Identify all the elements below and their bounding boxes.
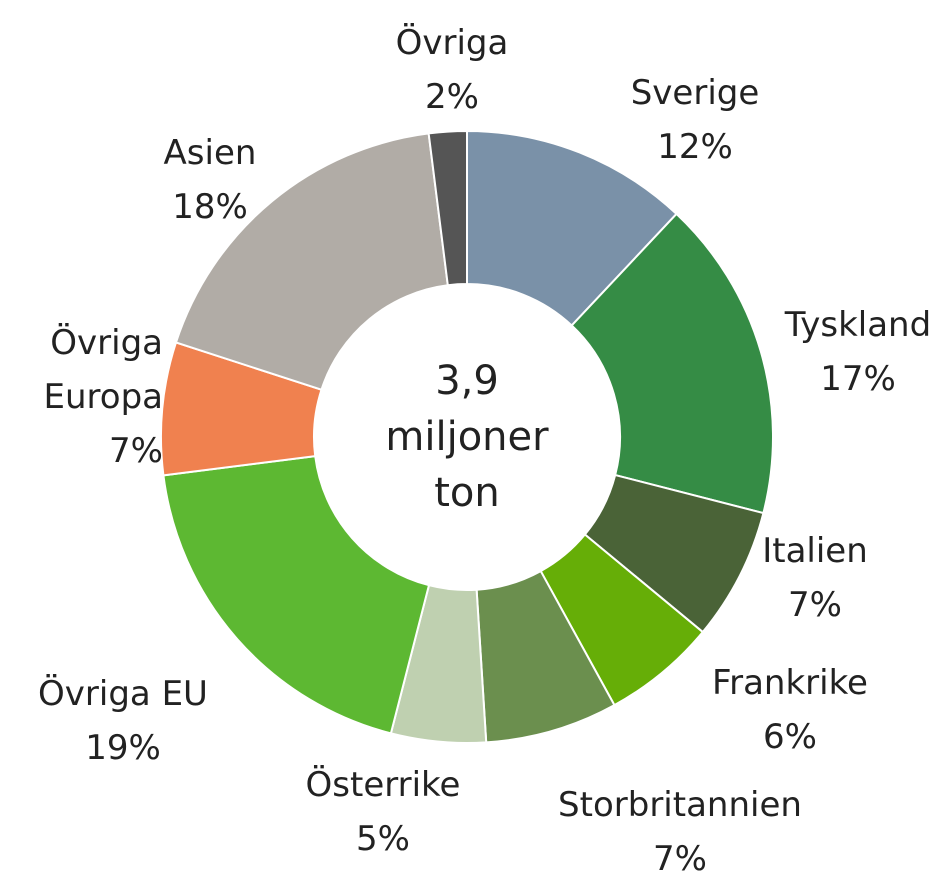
center-line: ton	[434, 470, 500, 516]
slice-label: Asien 18%	[60, 126, 360, 234]
center-line: 3,9	[435, 358, 499, 404]
slice-label: Tyskland 17%	[708, 298, 949, 406]
slice-label: Övriga EU 19%	[0, 667, 273, 775]
value-label: 12%	[657, 127, 733, 167]
value-label: 7%	[788, 585, 842, 625]
slice-label: Sverige 12%	[545, 66, 845, 174]
value-label: 19%	[85, 728, 161, 768]
category-label: Övriga EU	[38, 674, 208, 714]
category-label: Storbritannien	[558, 785, 802, 825]
value-label: 5%	[356, 819, 410, 859]
value-label: 6%	[763, 717, 817, 757]
category-label: Tyskland	[784, 305, 932, 345]
category-label: Övriga	[395, 23, 509, 63]
slice-label: Övriga Europa 7%	[13, 316, 163, 478]
category-label: Österrike	[305, 765, 461, 805]
category-label: Frankrike	[712, 663, 868, 703]
value-label: 2%	[425, 77, 479, 117]
value-label: 7%	[109, 431, 163, 471]
category-label: Asien	[163, 133, 257, 173]
slice-label: Italien 7%	[665, 524, 949, 632]
slice-label: Österrike 5%	[233, 758, 533, 866]
category-label: Sverige	[630, 73, 760, 113]
slice-label: Storbritannien 7%	[510, 778, 850, 876]
value-label: 18%	[172, 187, 248, 227]
category-label: Italien	[762, 531, 868, 571]
slice-label: Frankrike 6%	[640, 656, 940, 764]
value-label: 7%	[653, 839, 707, 876]
center-label: 3,9 miljoner ton	[385, 353, 548, 521]
value-label: 17%	[820, 359, 896, 399]
donut-slice	[570, 212, 774, 515]
category-label: Övriga Europa	[43, 323, 163, 417]
donut-slice	[427, 129, 468, 287]
donut-slice	[174, 132, 449, 391]
donut-slice	[162, 455, 431, 735]
center-line: miljoner	[385, 414, 549, 460]
slice-label: Övriga 2%	[302, 16, 602, 124]
